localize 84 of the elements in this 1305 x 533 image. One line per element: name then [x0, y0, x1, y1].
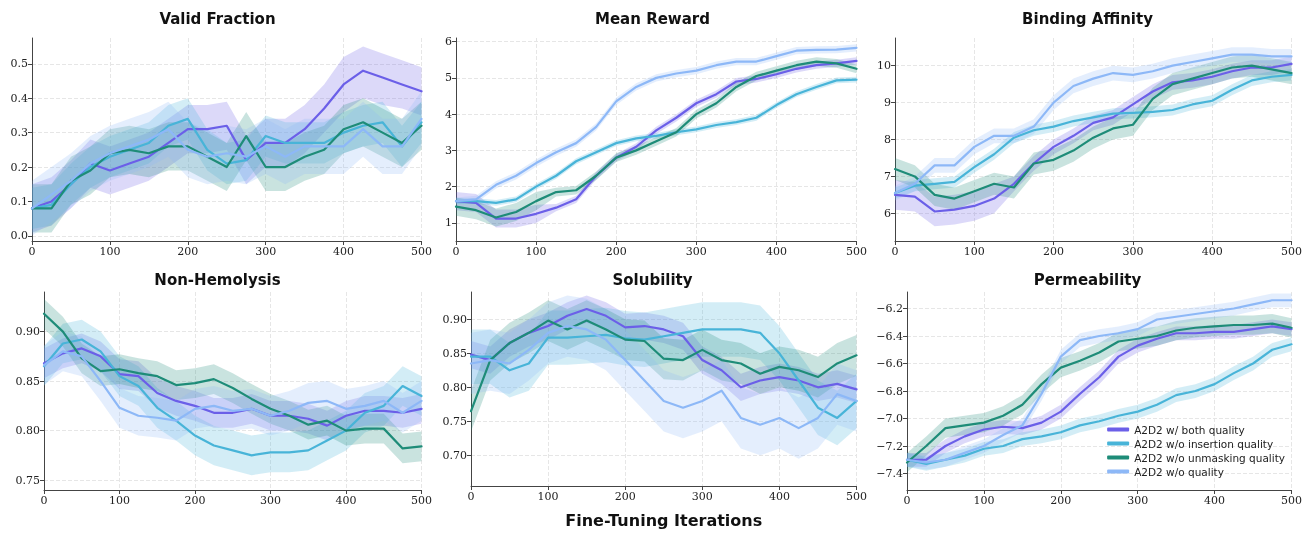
chart-title: Solubility: [612, 270, 693, 289]
x-tick-label: 500: [846, 490, 867, 503]
y-tick-label: 0.90: [442, 312, 467, 326]
x-tick-label: 400: [335, 494, 357, 507]
x-tick-label: 300: [685, 245, 707, 258]
y-tick-label: 7: [884, 169, 891, 183]
x-tick-label: 200: [605, 245, 627, 258]
x-tick-label: 0: [40, 494, 48, 507]
x-tick-label: 0: [467, 490, 475, 503]
x-tick-label: 100: [973, 494, 995, 507]
legend-label: A2D2 w/o unmasking quality: [1134, 451, 1285, 464]
legend-label: A2D2 w/o quality: [1134, 465, 1224, 478]
x-tick-label: 100: [537, 490, 559, 503]
x-tick-label: 300: [691, 490, 713, 503]
x-tick-label: 200: [1050, 494, 1072, 507]
chart-title: Mean Reward: [595, 9, 710, 28]
x-tick-label: 300: [260, 494, 281, 507]
x-axis-title: Fine-Tuning Iterations: [565, 510, 763, 530]
y-tick-label: 1: [445, 216, 452, 230]
x-tick-label: 500: [411, 494, 432, 507]
x-tick-label: 500: [846, 245, 867, 258]
y-tick-label: 0.90: [15, 325, 40, 339]
x-tick-label: 100: [109, 494, 130, 507]
y-tick-label: 0.4: [10, 91, 28, 105]
x-tick-label: 0: [452, 245, 460, 258]
y-tick-label: 5: [445, 71, 452, 85]
y-tick-label: 0.85: [15, 374, 40, 388]
y-tick-label: 0.70: [442, 448, 467, 462]
y-tick-label: 0.1: [10, 194, 28, 208]
y-tick-label: 0.5: [10, 57, 28, 71]
y-tick-label: −6.8: [876, 384, 903, 398]
y-tick-label: 9: [884, 96, 891, 110]
x-tick-label: 400: [1204, 494, 1226, 507]
line-series: [42, 312, 423, 450]
x-tick-label: 0: [903, 494, 911, 507]
x-tick-label: 400: [1201, 245, 1223, 258]
x-tick-label: 100: [525, 245, 547, 258]
line-series: [469, 307, 858, 391]
y-tick-label: −6.6: [876, 357, 903, 370]
y-tick-label: 8: [884, 133, 891, 146]
y-tick-label: 0.80: [15, 424, 40, 438]
legend-label: A2D2 w/o insertion quality: [1134, 437, 1274, 450]
x-tick-label: 200: [177, 245, 199, 258]
x-tick-label: 400: [768, 490, 790, 503]
legend-label: A2D2 w/ both quality: [1134, 423, 1245, 436]
y-tick-label: 4: [445, 107, 452, 121]
x-tick-label: 400: [333, 245, 355, 258]
y-tick-label: −7.2: [876, 439, 903, 453]
y-tick-label: −7.0: [876, 412, 903, 425]
y-tick-label: −6.2: [876, 302, 903, 315]
x-tick-label: 200: [184, 494, 206, 507]
y-tick-label: 0.80: [442, 380, 467, 394]
chart-title: Binding Affinity: [1022, 9, 1154, 28]
x-tick-label: 400: [765, 245, 787, 258]
y-tick-label: 0.3: [10, 126, 28, 140]
x-tick-label: 500: [1281, 245, 1302, 258]
y-tick-label: 3: [445, 143, 452, 157]
y-tick-label: 0.75: [442, 414, 467, 428]
y-tick-label: 0.85: [442, 346, 467, 360]
y-tick-label: 10: [877, 59, 891, 73]
y-tick-label: 6: [884, 206, 891, 220]
x-tick-label: 200: [614, 490, 636, 503]
x-tick-label: 300: [1127, 494, 1149, 507]
x-tick-label: 0: [891, 245, 899, 258]
x-tick-label: 300: [1122, 245, 1144, 258]
x-tick-label: 0: [28, 245, 36, 258]
y-tick-label: 0.0: [10, 229, 28, 243]
y-tick-label: −6.4: [876, 329, 903, 343]
x-tick-label: 100: [99, 245, 121, 258]
x-tick-label: 200: [1043, 245, 1065, 258]
y-tick-label: 2: [445, 180, 452, 194]
chart-title: Valid Fraction: [159, 9, 276, 28]
y-tick-label: −7.4: [876, 467, 903, 480]
chart-title: Permeability: [1033, 270, 1142, 289]
x-tick-label: 500: [411, 245, 432, 258]
y-tick-label: 0.75: [15, 473, 40, 487]
line-series: [469, 319, 858, 413]
x-tick-label: 300: [255, 245, 277, 258]
chart-title: Non-Hemolysis: [154, 270, 281, 289]
line-series: [42, 338, 423, 457]
y-tick-label: 0.2: [10, 160, 28, 174]
x-tick-label: 100: [963, 245, 985, 258]
y-tick-label: 6: [445, 35, 452, 49]
x-tick-label: 500: [1281, 494, 1302, 507]
